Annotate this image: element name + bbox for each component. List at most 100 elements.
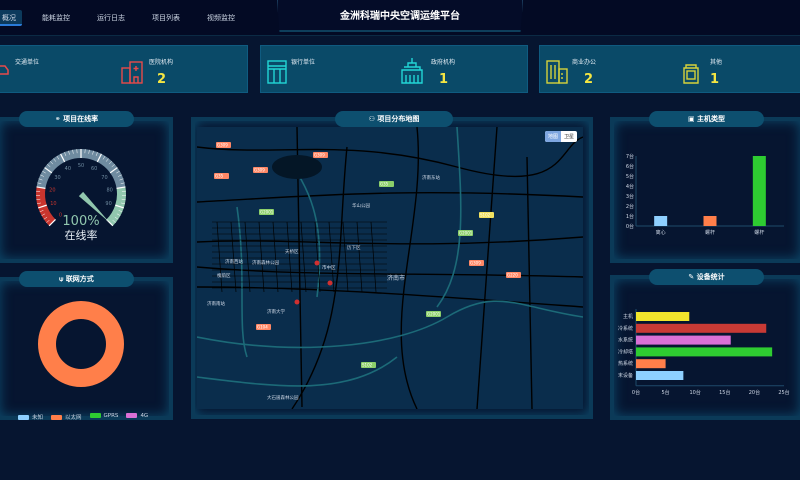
panel-title: 项目在线率 [63, 115, 99, 123]
gauge-tick [38, 204, 47, 209]
map-mode-button[interactable]: 地图 [544, 131, 561, 142]
y-tick-label: 0台 [626, 223, 634, 230]
gauge-tick [117, 174, 122, 177]
gauge-tick [120, 202, 125, 205]
road-sign-label: G220 [507, 273, 518, 278]
gauge-band-high [106, 186, 127, 226]
y-tick-label: 2台 [626, 203, 634, 210]
legend-item-4g[interactable]: 4G [126, 413, 148, 421]
gauge-tick [56, 155, 60, 160]
road-sign-label: G35 [215, 174, 224, 179]
stat-card-1: 交通单位 医院机构 2 [0, 45, 248, 93]
gauge-tick [72, 149, 74, 154]
stat-value: 1 [439, 72, 449, 87]
gauge-tick [38, 178, 43, 181]
bar [636, 323, 767, 333]
user-pin-icon: ⚇ [368, 115, 378, 123]
road [236, 206, 248, 358]
gauge-tick [105, 158, 109, 162]
map-label: 济南市 [387, 274, 405, 282]
road-sign-label: G2001 [459, 231, 473, 236]
gauge-tick [39, 210, 44, 213]
road-sign-label: G2001 [427, 312, 441, 317]
gauge-tick [118, 210, 123, 213]
road [526, 156, 533, 409]
gauge-tick [109, 167, 118, 174]
stat-hospital: 医院机构 2 [119, 46, 239, 94]
street [328, 221, 335, 293]
road-sign [426, 311, 441, 317]
gauge-chart: 010 20 30 40 50 60 70 80 90 100%在线率 [36, 148, 127, 242]
stat-bank: 银行单位 [267, 46, 397, 94]
x-tick-label: 25台 [778, 389, 789, 396]
map-label: 历下区 [347, 245, 361, 251]
panel-header: ⚇ 项目分布地图 [335, 111, 453, 127]
gauge-tick [37, 202, 42, 205]
gauge-tick [114, 216, 119, 220]
road [197, 236, 583, 245]
y-tick-label: 7台 [626, 153, 634, 160]
panel-title: 联网方式 [65, 275, 94, 283]
car-icon [0, 65, 9, 75]
street [300, 221, 307, 293]
bar [636, 335, 731, 345]
road-sign [256, 324, 271, 330]
stat-other: 其他 1 [680, 46, 800, 94]
bank-icon [267, 60, 287, 84]
road-sign [216, 142, 231, 148]
tab-energy[interactable]: 能耗监控 [42, 14, 70, 22]
gauge-tick [111, 164, 115, 168]
road-sign-label: G104 [257, 325, 268, 330]
map-label: 市中区 [322, 264, 336, 271]
tab-overview[interactable]: 概况 [0, 10, 22, 26]
tab-projects[interactable]: 项目列表 [152, 14, 180, 22]
donut-slice [38, 301, 124, 387]
network-legend: 未知 以太网 GPRS 4G [18, 413, 148, 421]
lake [272, 155, 322, 179]
road-sign [259, 209, 274, 215]
stat-office: 商业办公 2 [546, 46, 676, 94]
stat-value: 2 [584, 72, 594, 87]
road-sign [313, 152, 328, 158]
x-tick-label: 离心 [656, 229, 666, 236]
x-tick-label: 15台 [719, 389, 730, 396]
satellite-mode-button[interactable]: 卫星 [563, 134, 574, 140]
street [314, 221, 321, 293]
legend-item-gprs[interactable]: GPRS [89, 413, 118, 421]
gauge-tick [120, 182, 125, 185]
gauge-tick [64, 152, 67, 156]
gauge-tick [44, 167, 53, 174]
gauge-tick [108, 161, 112, 165]
legend-item-unknown[interactable]: 未知 [18, 413, 43, 421]
map-panel: ⚇ 项目分布地图 天桥区 历下区 济南市 槐荫区 市中区 济南西站 济南东站 济南大学 济南森林… [191, 111, 593, 419]
gauge-band-low [36, 186, 56, 226]
road [197, 136, 583, 178]
road-sign-label: G35 [380, 182, 389, 187]
gauge-tick [40, 174, 45, 177]
map-label: 济南东站 [422, 174, 440, 181]
tab-logs[interactable]: 运行日志 [97, 14, 125, 22]
street [244, 221, 251, 293]
road-sign [361, 362, 376, 368]
project-marker [314, 260, 320, 266]
map-label: 天桥区 [285, 248, 299, 255]
gauge-tick-label: 0 [59, 213, 62, 219]
y-tick-label: 冷系统 [618, 325, 633, 332]
panel-header: ⚭ 项目在线率 [19, 111, 134, 127]
road-sign [469, 260, 484, 266]
bar [752, 156, 766, 226]
gauge-tick-label: 80 [106, 187, 112, 193]
gauge-tick [116, 186, 126, 189]
tab-video[interactable]: 视频监控 [207, 14, 235, 22]
bar [654, 216, 668, 226]
gauge-tick [116, 213, 121, 216]
y-tick-label: 3台 [626, 193, 634, 200]
x-tick-label: 10台 [690, 389, 701, 396]
road-sign [506, 272, 521, 278]
legend-item-ethernet[interactable]: 以太网 [51, 413, 82, 421]
road-sign-label: G309 [217, 143, 228, 148]
office-icon [546, 60, 568, 84]
gauge-tick-label: 70 [101, 175, 107, 181]
